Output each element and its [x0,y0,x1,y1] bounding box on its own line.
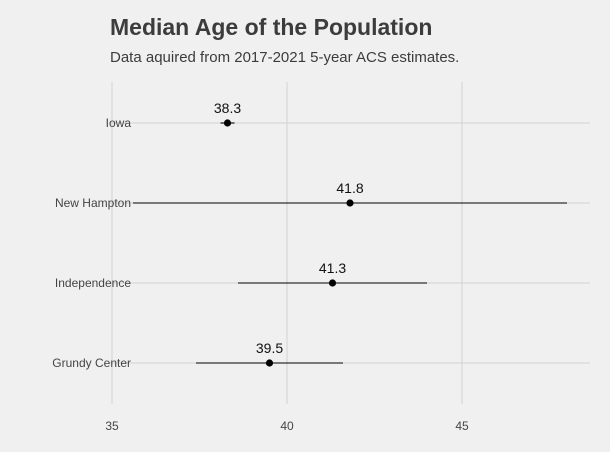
estimate-point [223,119,232,127]
estimate-point [328,279,337,287]
x-tick-label: 45 [455,419,469,433]
estimate-point [346,199,354,207]
y-tick-label: Iowa [106,116,132,130]
chart-subtitle: Data aquired from 2017-2021 5-year ACS e… [110,49,460,66]
x-tick-label: 35 [105,419,119,433]
estimate-point [265,359,274,367]
y-tick-label: Grundy Center [52,356,131,370]
data-label: 41.3 [319,260,346,276]
data-label: 39.5 [256,340,283,356]
chart-title: Median Age of the Population [110,14,433,40]
data-label: 41.8 [336,180,363,196]
data-label: 38.3 [214,100,241,116]
y-tick-label: New Hampton [55,196,131,210]
x-tick-label: 40 [280,419,294,433]
y-tick-label: Independence [55,276,131,290]
